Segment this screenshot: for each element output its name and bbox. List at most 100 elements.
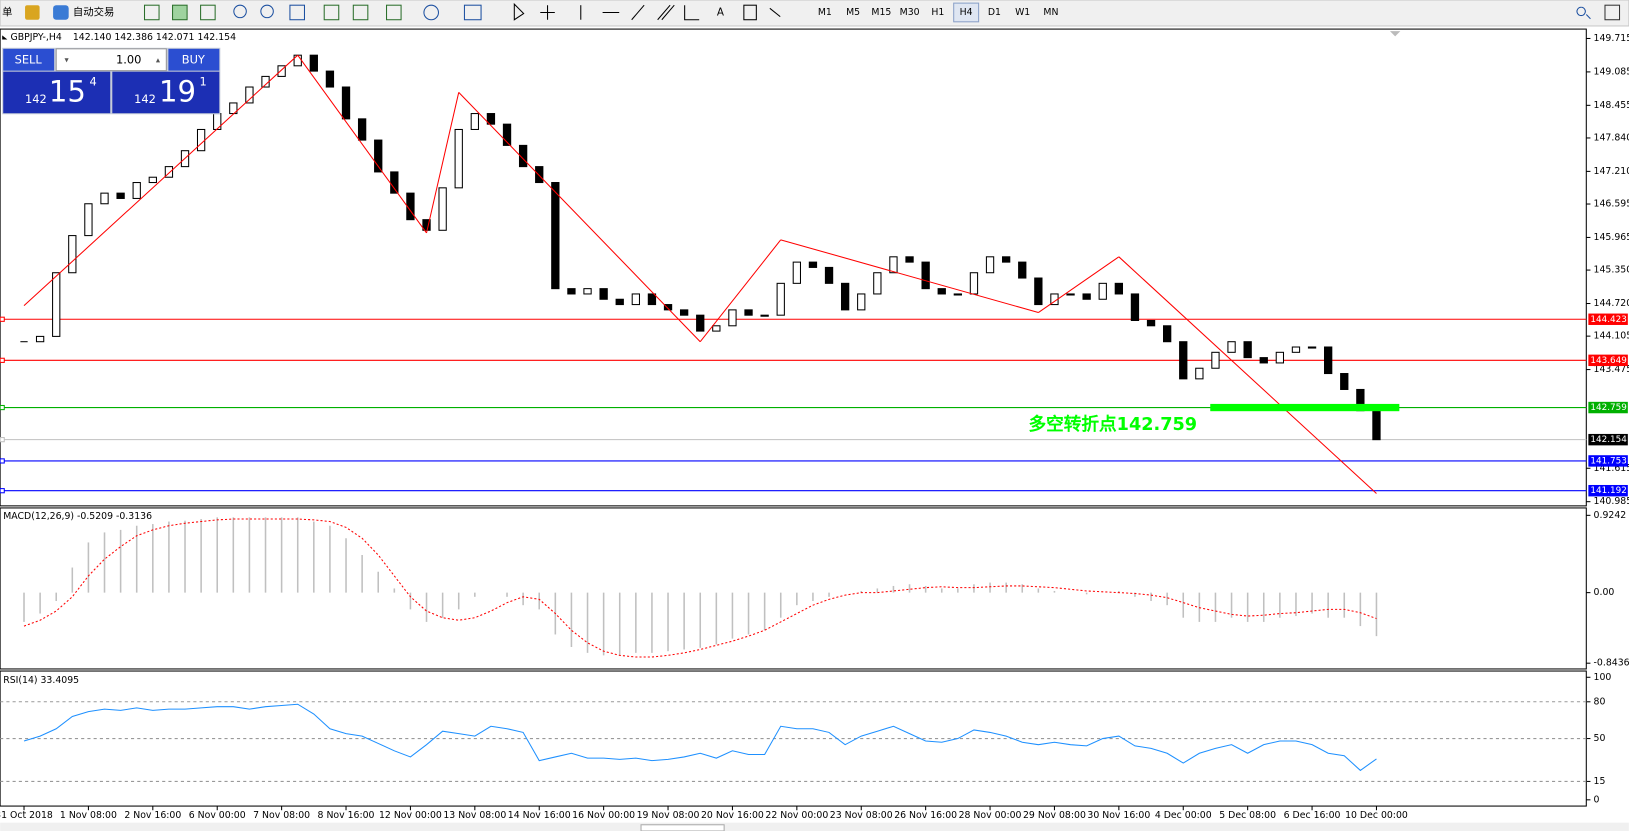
timeframe[interactable]: M1	[818, 7, 832, 18]
timeframe-active[interactable]	[953, 2, 980, 23]
x-tick-label: 22 Nov 00:00	[765, 810, 828, 821]
timeframe[interactable]: W1	[1015, 7, 1030, 18]
zoom-in[interactable]	[233, 4, 247, 19]
candle	[309, 54, 318, 72]
candle	[1275, 351, 1285, 364]
cursor[interactable]	[513, 2, 525, 21]
candle	[148, 176, 157, 184]
level-handle	[0, 357, 5, 363]
level-handle	[0, 488, 5, 494]
x-tick-label: 31 Oct 2018	[0, 810, 53, 821]
x-tick-label: 12 Nov 00:00	[379, 810, 442, 821]
zigzag-segment	[1118, 256, 1377, 494]
zigzag-segment	[458, 91, 701, 343]
y-tick-label: 0.00	[1594, 587, 1615, 598]
ask-small: 1	[200, 75, 207, 89]
icon[interactable]	[386, 4, 402, 21]
channel[interactable]	[657, 4, 675, 21]
bid-box[interactable]	[3, 71, 111, 114]
zoom-out[interactable]	[260, 4, 274, 19]
candle	[1243, 341, 1252, 359]
y-tick-label: 0	[1594, 794, 1600, 805]
candle	[164, 166, 174, 178]
text-tool[interactable]: A	[717, 6, 725, 18]
candle	[245, 86, 254, 104]
timeframe[interactable]: MN	[1043, 7, 1058, 18]
bid-prefix: 142	[25, 92, 47, 106]
candle	[728, 309, 737, 327]
y-tick-label: 15	[1594, 776, 1606, 787]
candle	[35, 335, 45, 343]
icon[interactable]	[423, 4, 439, 21]
fibo[interactable]	[684, 5, 700, 21]
icon[interactable]	[1604, 4, 1621, 21]
candle	[325, 70, 335, 88]
candle	[760, 314, 769, 317]
candle	[679, 309, 689, 316]
lot-up[interactable]: ▴	[156, 55, 161, 65]
icon[interactable]	[172, 4, 188, 21]
timeframe[interactable]: M5	[846, 7, 860, 18]
icon[interactable]	[323, 4, 340, 21]
lot-input[interactable]	[55, 48, 167, 72]
trendline[interactable]	[631, 4, 645, 21]
icon[interactable]	[289, 4, 305, 21]
label-tool[interactable]	[743, 4, 757, 21]
ask-box[interactable]	[112, 71, 220, 114]
x-tick-label: 6 Nov 00:00	[189, 810, 246, 821]
x-tick-label: 23 Nov 08:00	[830, 810, 893, 821]
arrows[interactable]	[769, 7, 781, 18]
buy-label[interactable]: BUY	[182, 53, 205, 67]
lot-value[interactable]: 1.00	[116, 53, 141, 67]
candle	[116, 192, 125, 199]
level-handle	[0, 458, 5, 464]
candle	[985, 256, 995, 274]
timeframe[interactable]: M30	[900, 7, 920, 18]
lot-down[interactable]: ▾	[65, 55, 70, 65]
x-tick-label: 7 Nov 08:00	[253, 810, 310, 821]
auto-trading-icon[interactable]	[53, 5, 69, 20]
candle	[341, 86, 351, 120]
sell-label[interactable]: SELL	[15, 53, 43, 67]
candle	[889, 256, 898, 274]
candle	[535, 166, 544, 184]
icon[interactable]	[463, 4, 482, 21]
candle	[1001, 256, 1011, 263]
icon[interactable]	[352, 4, 369, 21]
y-tick-label: 80	[1594, 696, 1606, 707]
candle	[470, 113, 479, 130]
tab[interactable]	[640, 824, 725, 831]
candle	[374, 139, 383, 173]
timeframe[interactable]: H4	[960, 7, 973, 18]
icon[interactable]	[25, 5, 40, 20]
y-tick-label: 100	[1594, 672, 1612, 683]
search[interactable]	[1576, 6, 1591, 20]
timeframe[interactable]: H1	[931, 7, 944, 18]
crosshair[interactable]	[540, 5, 555, 20]
level-handle	[0, 316, 5, 322]
auto-trading[interactable]: 自动交易	[73, 5, 115, 18]
icon[interactable]	[143, 4, 160, 21]
candle	[551, 182, 560, 290]
candle	[776, 282, 785, 316]
icon[interactable]	[200, 4, 216, 21]
sell-button[interactable]	[3, 48, 55, 71]
timeframe[interactable]: D1	[988, 7, 1001, 18]
level-label-bg	[1588, 455, 1628, 467]
buy-button[interactable]	[168, 48, 220, 71]
macd-panel	[0, 507, 1587, 670]
candle	[277, 65, 286, 77]
candle	[921, 261, 930, 290]
chart-subtitle: 142.140 142.386 142.071 142.154	[73, 32, 236, 43]
candle	[1082, 293, 1091, 300]
level-label-bg	[1588, 433, 1628, 446]
level-label: 141.753	[1590, 456, 1626, 466]
timeframe[interactable]: M15	[871, 7, 891, 18]
tab-strip	[0, 822, 1629, 831]
candle	[1146, 319, 1156, 327]
x-tick-label: 13 Nov 08:00	[443, 810, 506, 821]
candle	[969, 272, 979, 295]
candle	[1291, 346, 1301, 353]
level-label: 142.759	[1590, 403, 1626, 413]
